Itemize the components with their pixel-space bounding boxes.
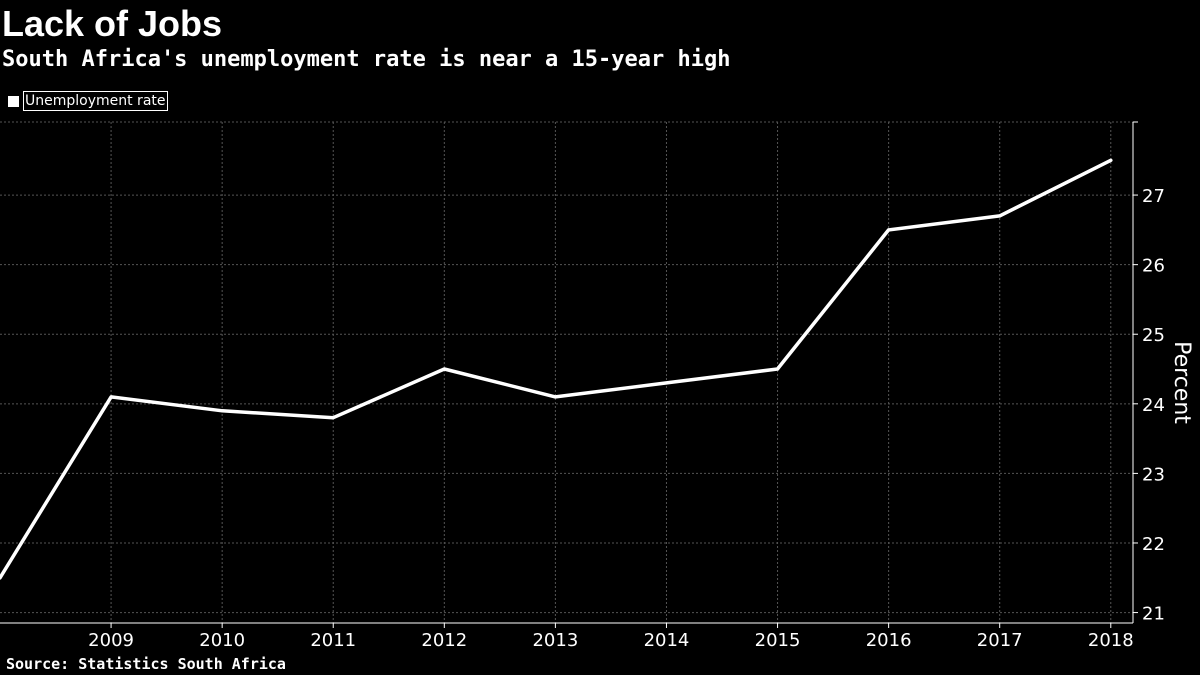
x-tick-label: 2015	[755, 630, 801, 651]
y-tick-label: 25	[1142, 325, 1165, 346]
x-tick-label: 2013	[532, 630, 578, 651]
legend-label: Unemployment rate	[23, 91, 168, 111]
legend: Unemployment rate	[8, 91, 168, 111]
x-tick-label: 2012	[421, 630, 467, 651]
x-tick-label: 2016	[866, 630, 912, 651]
y-tick-label: 26	[1142, 256, 1165, 277]
y-tick-label: 22	[1142, 534, 1165, 555]
grid	[0, 121, 1133, 623]
y-tick-label: 24	[1142, 395, 1165, 416]
x-tick-label: 2009	[88, 630, 134, 651]
series-layer	[0, 158, 1113, 580]
y-tick-label: 27	[1142, 186, 1165, 207]
x-tick-label: 2010	[199, 630, 245, 651]
y-tick-label: 21	[1142, 604, 1165, 625]
chart-subtitle: South Africa's unemployment rate is near…	[2, 47, 731, 72]
x-tick-label: 2014	[644, 630, 690, 651]
y-axis-title: Percent	[1169, 341, 1194, 424]
x-tick-label: 2011	[310, 630, 356, 651]
axes	[0, 121, 1138, 628]
chart-title: Lack of Jobs	[2, 3, 223, 44]
x-tick-label: 2017	[977, 630, 1023, 651]
source-note: Source: Statistics South Africa	[6, 655, 286, 673]
legend-swatch	[8, 95, 19, 107]
y-tick-label: 23	[1142, 464, 1165, 485]
series-line-unemployment-rate	[0, 158, 1113, 580]
x-tick-label: 2018	[1088, 630, 1134, 651]
tick-labels: 21 22 23 24 25 26 27 2009 2010 2011 2012 2013 2014 20…	[88, 186, 1194, 651]
